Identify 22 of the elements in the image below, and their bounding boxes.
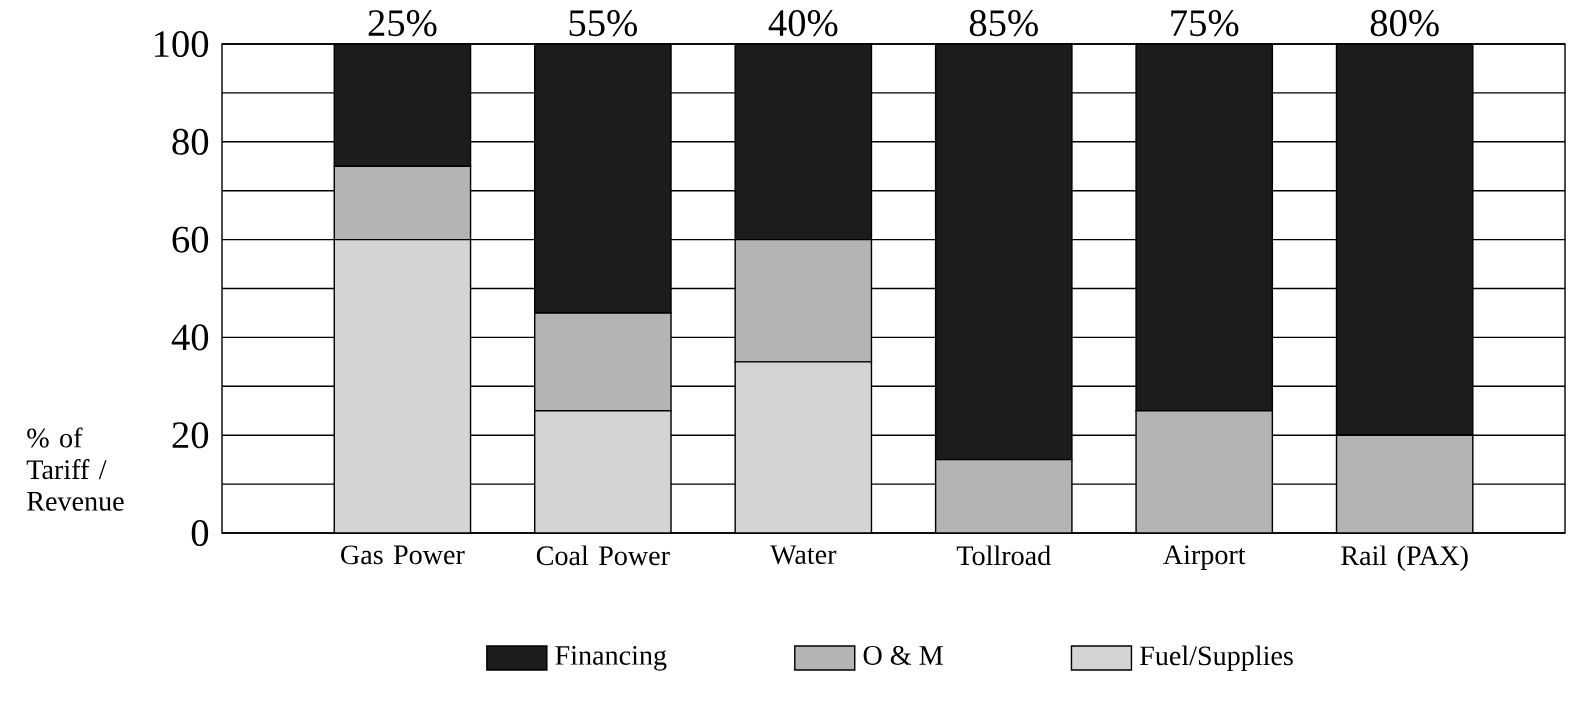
y-tick-label: 20 [172, 422, 209, 449]
x-tick-label: Water [770, 545, 837, 565]
y-axis-title: % of Tariff / Revenue [26, 427, 124, 511]
legend-label: Financing [555, 645, 667, 671]
x-tick-label: Coal Power [536, 545, 670, 566]
x-tick-label: Airport [1163, 545, 1246, 571]
y-tick-label: 40 [171, 324, 209, 351]
data-label: 40% [768, 10, 838, 37]
x-tick-label: Rail (PAX) [1341, 545, 1468, 571]
data-label: 55% [569, 10, 637, 37]
x-tick-label: Tollroad [956, 545, 1051, 566]
data-label: 75% [1171, 10, 1239, 37]
y-tick-label: 60 [172, 226, 209, 253]
legend-label: O & M [863, 645, 943, 665]
y-tick-label: 0 [191, 519, 209, 547]
data-label: 80% [1370, 10, 1439, 37]
legend-label: Fuel/Supplies [1140, 645, 1293, 672]
data-label: 85% [969, 10, 1038, 37]
x-tick-label: Gas Power [341, 545, 465, 565]
y-tick-label: 80 [172, 128, 209, 155]
y-tick-label: 100 [155, 30, 209, 58]
data-label: 25% [368, 10, 437, 37]
